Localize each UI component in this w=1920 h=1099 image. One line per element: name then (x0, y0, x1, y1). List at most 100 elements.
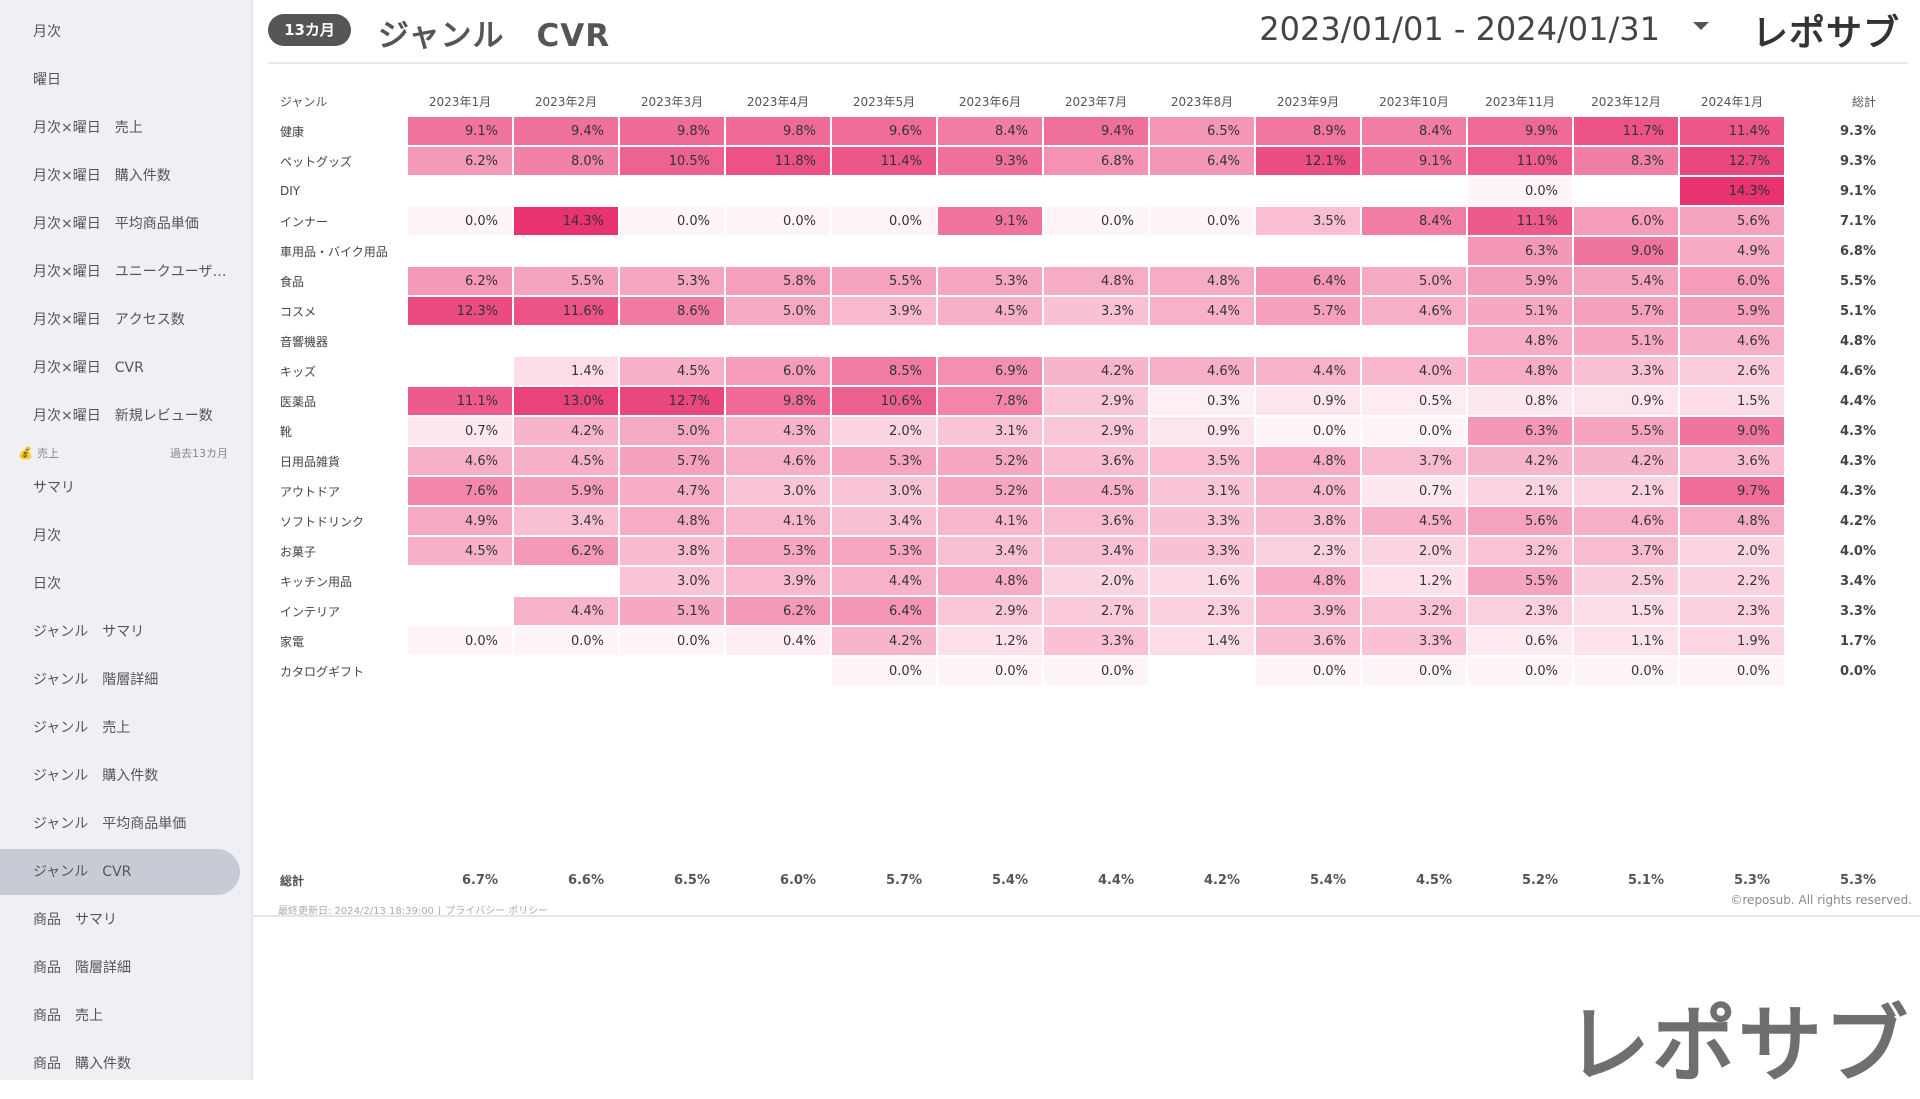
sidebar-item-top-5[interactable]: 月次×曜日 平均商品単価 (33, 216, 199, 232)
sidebar-item-top-8[interactable]: 月次×曜日 CVR (33, 360, 144, 376)
heat-cell: 3.1% (938, 417, 1042, 445)
heat-cell: 0.7% (408, 417, 512, 445)
grand-total-cell: 6.0% (779, 872, 816, 888)
heat-cell: 1.9% (1680, 627, 1784, 655)
row-total: 4.6% (1839, 363, 1876, 379)
genre-label: DIY (280, 184, 301, 198)
heat-cell: 9.7% (1680, 477, 1784, 505)
caret-down-icon[interactable] (1693, 22, 1709, 30)
header-month: 2023年11月 (1485, 94, 1555, 109)
grand-total-cell: 5.7% (885, 872, 922, 888)
sidebar-item-bottom-1[interactable]: サマリ (33, 480, 75, 496)
row-total: 3.3% (1839, 603, 1876, 619)
heat-cell: 10.5% (620, 147, 724, 175)
heat-cell: 11.4% (832, 147, 936, 175)
heat-cell: 0.7% (1362, 477, 1466, 505)
table-row: コスメ 12.3% 11.6% 8.6% 5.0% 3.9% 4.5% 3.3% 4.4% 5.7… (278, 297, 1882, 325)
heat-cell: 4.5% (514, 447, 618, 475)
heat-cell: 12.7% (620, 387, 724, 415)
sidebar-item-top-6[interactable]: 月次×曜日 ユニークユーザー数 (33, 264, 240, 280)
heat-cell: 9.9% (1468, 117, 1572, 145)
sidebar-item-bottom-6[interactable]: ジャンル 売上 (33, 720, 131, 736)
heat-cell: 3.3% (1574, 357, 1678, 385)
heat-cell: 4.6% (1574, 507, 1678, 535)
heat-cell: 3.9% (832, 297, 936, 325)
heat-cell: 2.0% (832, 417, 936, 445)
sidebar-item-bottom-11[interactable]: 商品 階層詳細 (33, 960, 131, 976)
heat-cell: 0.0% (938, 657, 1042, 685)
sidebar-item-bottom-5[interactable]: ジャンル 階層詳細 (33, 672, 159, 688)
heat-cell: 4.1% (938, 507, 1042, 535)
heat-cell: 2.2% (1680, 567, 1784, 595)
heat-cell: 3.3% (1044, 297, 1148, 325)
privacy-policy-link[interactable]: プライバシー ポリシー (445, 906, 549, 917)
heat-cell: 4.4% (1256, 357, 1360, 385)
heat-cell: 0.0% (1468, 177, 1572, 205)
table-row: お菓子 4.5% 6.2% 3.8% 5.3% 5.3% 3.4% 3.4% 3.3% 2.3% 2… (278, 537, 1882, 565)
grand-total-cell: 5.2% (1521, 872, 1558, 888)
heat-cell (514, 177, 618, 205)
heat-cell: 4.6% (1362, 297, 1466, 325)
period-badge[interactable]: 13カ月 (268, 14, 351, 46)
sidebar-item-top-4[interactable]: 月次×曜日 購入件数 (33, 168, 171, 184)
heat-cell: 4.5% (408, 537, 512, 565)
sidebar-item-bottom-3[interactable]: 日次 (33, 576, 61, 592)
header-total: 総計 (1851, 94, 1876, 109)
header-month: 2024年1月 (1700, 94, 1764, 109)
heat-cell (832, 177, 936, 205)
heat-cell: 5.5% (1468, 567, 1572, 595)
sidebar-item-top-1[interactable]: 月次 (33, 24, 61, 40)
heat-cell: 3.0% (832, 477, 936, 505)
heat-cell: 4.2% (832, 627, 936, 655)
sidebar-item-bottom-7[interactable]: ジャンル 購入件数 (33, 768, 159, 784)
row-total: 4.2% (1839, 513, 1876, 529)
heat-cell (1574, 177, 1678, 205)
heat-cell: 4.8% (1256, 447, 1360, 475)
table-row: 車用品・バイク用品 6.3% 9.0% 4.9% 6.8% (278, 237, 1882, 265)
heat-cell (620, 237, 724, 265)
heat-cell: 0.0% (408, 207, 512, 235)
table-header-row: ジャンル 2023年1月 2023年2月 2023年3月 2023年4月 2023年5月 2… (278, 87, 1882, 115)
row-total: 4.3% (1839, 453, 1876, 469)
heat-cell: 0.8% (1468, 387, 1572, 415)
grand-total-label: 総計 (280, 873, 305, 888)
heat-cell: 1.4% (1150, 627, 1254, 655)
heat-cell: 4.4% (832, 567, 936, 595)
sidebar-item-bottom-13[interactable]: 商品 購入件数 (33, 1056, 131, 1072)
genre-label: 食品 (280, 274, 305, 289)
heat-cell: 10.6% (832, 387, 936, 415)
heat-cell: 0.9% (1150, 417, 1254, 445)
heat-cell: 4.5% (1362, 507, 1466, 535)
heat-cell: 5.5% (832, 267, 936, 295)
row-total: 9.1% (1839, 183, 1876, 199)
row-total: 4.0% (1839, 543, 1876, 559)
sidebar-item-bottom-2[interactable]: 月次 (33, 528, 61, 544)
sidebar-item-top-9[interactable]: 月次×曜日 新規レビュー数 (33, 408, 213, 424)
heat-cell: 3.9% (1256, 597, 1360, 625)
sidebar-item-bottom-10[interactable]: 商品 サマリ (33, 912, 117, 928)
sidebar-item-bottom-4[interactable]: ジャンル サマリ (33, 624, 145, 640)
sidebar-item-top-3[interactable]: 月次×曜日 売上 (33, 120, 143, 136)
heat-cell: 5.1% (1468, 297, 1572, 325)
heat-cell: 5.2% (938, 447, 1042, 475)
row-total: 7.1% (1839, 213, 1876, 229)
heat-cell: 5.5% (1574, 417, 1678, 445)
heat-cell: 12.1% (1256, 147, 1360, 175)
date-range-display[interactable]: 2023/01/01 - 2024/01/31 (1259, 10, 1660, 48)
sidebar: 💰 売上 過去13カ月 月次 曜日 月次×曜日 売上 月次×曜日 購入件数 月次×曜日 … (0, 0, 253, 1080)
sidebar-item-top-7[interactable]: 月次×曜日 アクセス数 (33, 312, 185, 328)
heat-cell (1362, 177, 1466, 205)
heat-cell: 9.0% (1680, 417, 1784, 445)
sidebar-item-bottom-8[interactable]: ジャンル 平均商品単価 (33, 816, 187, 832)
sidebar-item-bottom-9[interactable]: ジャンル CVR (0, 849, 240, 895)
sidebar-item-top-2[interactable]: 曜日 (33, 72, 61, 88)
heat-cell (1362, 327, 1466, 355)
genre-label: 車用品・バイク用品 (280, 244, 388, 259)
heat-cell: 3.5% (1256, 207, 1360, 235)
heat-cell: 0.6% (1468, 627, 1572, 655)
heat-cell (1150, 237, 1254, 265)
sidebar-item-bottom-12[interactable]: 商品 売上 (33, 1008, 103, 1024)
table-row: 靴 0.7% 4.2% 5.0% 4.3% 2.0% 3.1% 2.9% 0.9% 0.0% 0.0… (278, 417, 1882, 445)
last-updated: 最終更新日: 2024/2/13 18:39:00 (278, 906, 434, 917)
heat-cell: 3.7% (1574, 537, 1678, 565)
